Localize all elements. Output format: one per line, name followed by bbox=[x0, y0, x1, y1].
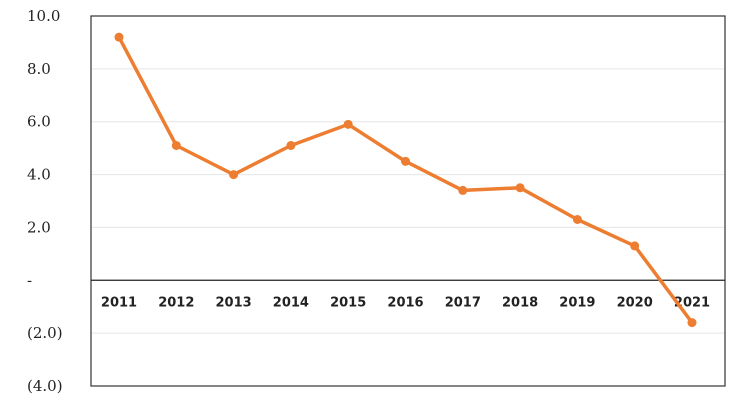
data-point bbox=[458, 185, 468, 195]
data-point bbox=[171, 141, 181, 150]
data-point bbox=[687, 318, 697, 328]
y-tick-label: (2.0) bbox=[27, 324, 63, 342]
y-tick-label: 10.0 bbox=[27, 7, 60, 25]
data-point bbox=[114, 32, 124, 42]
y-tick-label: (4.0) bbox=[27, 377, 63, 395]
x-tick-label: 2018 bbox=[502, 295, 538, 310]
y-axis-tick-labels: 10.0 8.0 6.0 4.0 2.0 - (2.0) (4.0) bbox=[27, 7, 63, 395]
data-point bbox=[343, 119, 353, 129]
x-tick-label: 2011 bbox=[101, 295, 137, 310]
gridlines bbox=[91, 68, 725, 334]
data-point bbox=[401, 156, 410, 166]
y-tick-label: - bbox=[27, 271, 32, 289]
x-tick-label: 2013 bbox=[216, 295, 252, 310]
x-tick-label: 2012 bbox=[158, 295, 194, 310]
y-tick-label: 4.0 bbox=[27, 166, 51, 184]
x-tick-label: 2016 bbox=[387, 295, 423, 310]
x-tick-label: 2014 bbox=[273, 295, 309, 310]
plot-area-frame bbox=[90, 15, 726, 387]
x-tick-label: 2019 bbox=[559, 295, 595, 310]
data-point bbox=[515, 183, 525, 193]
x-tick-label: 2015 bbox=[330, 295, 366, 310]
x-tick-label: 2021 bbox=[674, 295, 710, 310]
x-tick-label: 2020 bbox=[617, 295, 653, 310]
data-point bbox=[572, 215, 582, 224]
y-tick-label: 2.0 bbox=[27, 218, 51, 236]
x-tick-label: 2017 bbox=[445, 295, 481, 310]
y-tick-label: 8.0 bbox=[27, 60, 51, 78]
data-point bbox=[229, 170, 239, 180]
series-group bbox=[114, 32, 697, 328]
data-point bbox=[630, 241, 640, 251]
data-point bbox=[286, 141, 296, 150]
y-tick-label: 6.0 bbox=[27, 113, 51, 131]
x-axis-tick-labels: 2011 2012 2013 2014 2015 2016 2017 2018 2019 2020… bbox=[101, 295, 710, 310]
